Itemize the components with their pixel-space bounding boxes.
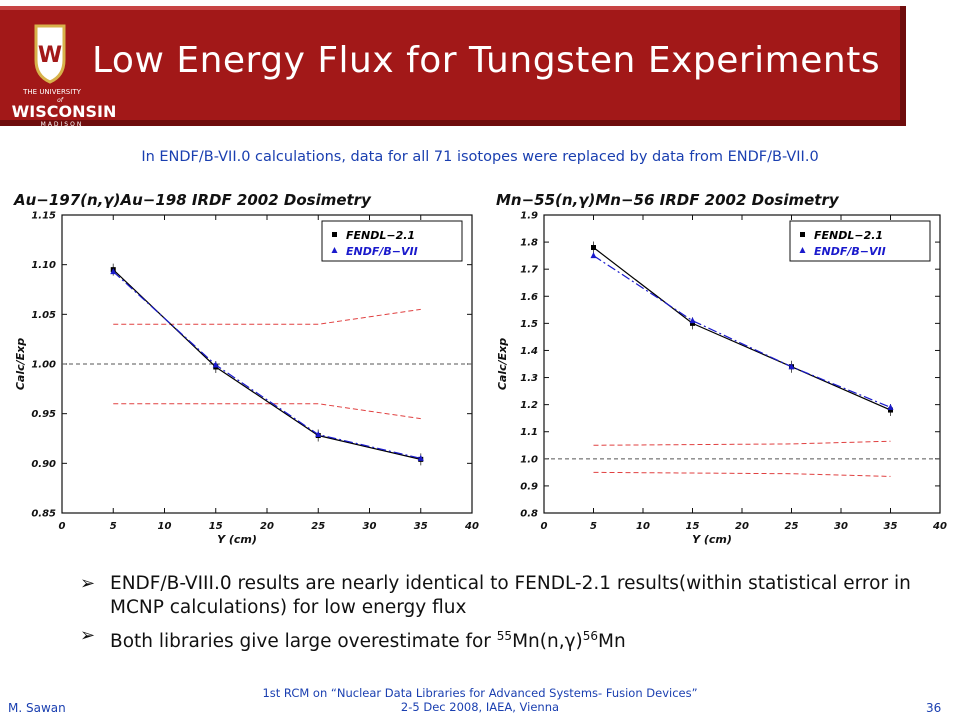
y-tick-label: 1.15 <box>31 211 56 222</box>
logo-line-2: of <box>57 97 64 104</box>
uncertainty-band <box>593 471 891 477</box>
y-tick-label: 1.3 <box>520 373 538 384</box>
y-tick-label: 1.5 <box>520 319 538 330</box>
data-point <box>110 268 117 275</box>
x-tick-label: 40 <box>464 521 479 532</box>
y-tick-label: 1.00 <box>31 360 56 371</box>
legend-box <box>789 220 931 262</box>
subtitle: In ENDF/B-VII.0 calculations, data for a… <box>141 149 819 165</box>
y-tick-label: 1.0 <box>520 454 538 465</box>
y-axis-label: Calc/Exp <box>14 338 27 390</box>
x-tick-label: 5 <box>110 521 117 532</box>
x-tick-label: 30 <box>363 521 377 532</box>
chart-au197: Au−197(n,γ)Au−198 IRDF 2002 Dosimetry 0.8… <box>13 191 479 546</box>
bullet-text-2-sup1: 55 <box>496 629 513 643</box>
legend-label: ENDF/B−VII <box>346 245 418 258</box>
y-tick-label: 1.2 <box>520 400 538 411</box>
data-point <box>315 431 322 438</box>
y-tick-label: 0.85 <box>31 509 56 520</box>
data-point <box>212 361 219 368</box>
x-axis-label: Y (cm) <box>692 533 732 546</box>
bullet-text-2-mid: Mn(n,γ) <box>512 631 583 653</box>
y-tick-label: 0.9 <box>520 481 538 492</box>
x-tick-label: 20 <box>735 521 749 532</box>
x-tick-label: 10 <box>158 521 172 532</box>
chart-mn55: Mn−55(n,γ)Mn−56 IRDF 2002 Dosimetry 0.8 0.… <box>496 191 947 546</box>
uncertainty-band <box>593 440 891 446</box>
bullet-text-2-sup2: 56 <box>582 629 599 643</box>
x-tick-label: 35 <box>884 521 898 532</box>
y-tick-label: 1.1 <box>520 427 538 438</box>
y-tick-label: 1.9 <box>520 211 538 222</box>
x-tick-label: 25 <box>311 521 325 532</box>
uncertainty-band <box>113 403 421 420</box>
chart-title: Au−197(n,γ)Au−198 IRDF 2002 Dosimetry <box>13 191 372 209</box>
data-point <box>689 317 696 324</box>
x-axis-label: Y (cm) <box>217 533 257 546</box>
x-tick-label: 10 <box>636 521 650 532</box>
data-point <box>590 252 597 259</box>
legend-marker <box>800 232 805 237</box>
university-logo: W THE UNIVERSITY of WISCONSIN MADISON <box>12 24 117 128</box>
legend-marker <box>332 232 337 237</box>
bullet-list: ➢ ENDF/B-VIII.0 results are nearly ident… <box>80 572 920 658</box>
x-tick-label: 30 <box>834 521 848 532</box>
logo-line-1: THE UNIVERSITY <box>22 88 81 96</box>
data-point <box>888 407 893 413</box>
legend-label: FENDL−2.1 <box>814 229 883 242</box>
footer-conference: 1st RCM on “Nuclear Data Libraries for A… <box>190 686 770 714</box>
arrow-bullet-icon: ➢ <box>80 625 96 646</box>
bullet-text-2-pre: Both libraries give large overestimate f… <box>110 631 497 653</box>
data-point <box>417 454 424 461</box>
page-title: Low Energy Flux for Tungsten Experiments <box>92 40 881 81</box>
logo-line-3: WISCONSIN <box>12 102 117 121</box>
logo-line-4: MADISON <box>41 121 84 128</box>
y-tick-label: 1.7 <box>520 265 538 276</box>
y-tick-label: 1.6 <box>520 292 538 303</box>
y-tick-label: 1.4 <box>520 346 538 357</box>
footer-page-number: 36 <box>926 701 942 715</box>
bullet-item-1: ➢ ENDF/B-VIII.0 results are nearly ident… <box>80 572 920 620</box>
legend-marker <box>799 247 806 253</box>
x-tick-label: 40 <box>932 521 947 532</box>
footer-conference-line-1: 1st RCM on “Nuclear Data Libraries for A… <box>262 686 698 700</box>
x-tick-label: 20 <box>260 521 274 532</box>
data-point <box>690 320 695 326</box>
legend-box <box>321 220 463 262</box>
x-tick-label: 0 <box>59 521 66 532</box>
y-tick-label: 0.90 <box>31 459 56 470</box>
title-banner <box>0 6 906 126</box>
uncertainty-band <box>113 308 421 325</box>
series-line <box>112 271 421 459</box>
data-point <box>591 245 596 251</box>
chart-title: Mn−55(n,γ)Mn−56 IRDF 2002 Dosimetry <box>496 191 840 209</box>
footer-author: M. Sawan <box>8 701 66 715</box>
y-tick-label: 1.10 <box>31 260 56 271</box>
crest-icon <box>34 24 66 84</box>
data-point <box>788 363 795 370</box>
y-axis-label: Calc/Exp <box>496 338 509 390</box>
x-tick-label: 0 <box>541 521 548 532</box>
x-tick-label: 5 <box>590 521 597 532</box>
x-tick-label: 15 <box>209 521 223 532</box>
series-line <box>593 247 891 411</box>
y-tick-label: 1.8 <box>520 238 538 249</box>
y-tick-label: 1.05 <box>31 310 56 321</box>
legend-label: ENDF/B−VII <box>814 245 886 258</box>
bullet-item-2: ➢ Both libraries give large overestimate… <box>80 624 920 654</box>
arrow-bullet-icon: ➢ <box>80 573 96 594</box>
legend-label: FENDL−2.1 <box>346 229 415 242</box>
footer-conference-line-2: 2-5 Dec 2008, IAEA, Vienna <box>400 700 560 714</box>
legend-marker <box>331 247 338 253</box>
series-line <box>593 255 891 408</box>
x-tick-label: 15 <box>686 521 700 532</box>
data-point <box>887 403 894 410</box>
x-tick-label: 25 <box>785 521 799 532</box>
bullet-text-1: ENDF/B-VIII.0 results are nearly identic… <box>110 573 911 618</box>
bullet-text-2-post: Mn <box>598 631 626 653</box>
y-tick-label: 0.8 <box>520 509 538 520</box>
y-tick-label: 0.95 <box>31 409 56 420</box>
crest-letter: W <box>38 43 62 68</box>
x-tick-label: 35 <box>414 521 428 532</box>
